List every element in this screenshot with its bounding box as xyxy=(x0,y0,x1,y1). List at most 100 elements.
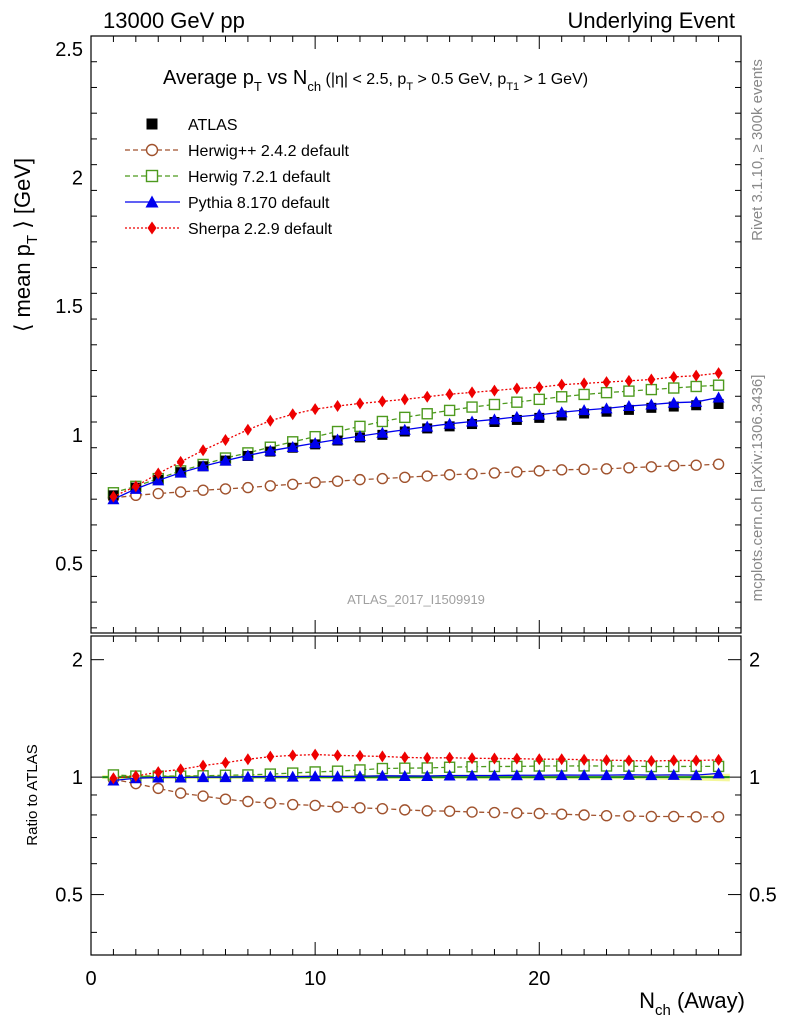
data-point-herwig-2-4-2-default xyxy=(242,481,254,494)
ratio-point-pythia-8-170-default xyxy=(286,770,299,782)
ratio-point-herwig-2-4-2-default xyxy=(488,806,501,819)
ratio-point-sherpa-2-2-9-default xyxy=(580,753,589,766)
data-point-pythia-8-170-default xyxy=(645,398,658,410)
data-point-sherpa-2-2-9-default xyxy=(355,397,364,410)
data-point-sherpa-2-2-9-default xyxy=(468,386,477,399)
header-right-label: Underlying Event xyxy=(567,8,735,33)
ratio-point-herwig-2-4-2-default xyxy=(376,802,389,815)
ratio-point-pythia-8-170-default xyxy=(219,771,232,783)
data-point-herwig-2-4-2-default xyxy=(511,466,523,478)
data-point-sherpa-2-2-9-default xyxy=(221,434,230,447)
data-point-pythia-8-170-default xyxy=(510,410,523,422)
ratio-line-herwig-7-2-1-default xyxy=(113,765,719,777)
data-point-herwig-7-2-1-default xyxy=(712,379,725,391)
ratio-point-pythia-8-170-default xyxy=(197,771,210,783)
ratio-point-sherpa-2-2-9-default xyxy=(378,750,387,763)
data-point-pythia-8-170-default xyxy=(600,402,613,414)
data-point-herwig-2-4-2-default xyxy=(376,472,389,485)
data-point-sherpa-2-2-9-default xyxy=(400,393,409,406)
data-point-herwig-2-4-2-default xyxy=(287,478,299,490)
ratio-point-herwig-2-4-2-default xyxy=(443,805,456,817)
ratio-point-sherpa-2-2-9-default xyxy=(445,751,454,764)
ratio-point-pythia-8-170-default xyxy=(264,770,277,782)
data-point-pythia-8-170-default xyxy=(578,404,591,416)
ratio-point-pythia-8-170-default xyxy=(309,770,322,782)
data-point-pythia-8-170-default xyxy=(331,433,344,445)
data-point-herwig-2-4-2-default xyxy=(152,487,164,500)
data-point-sherpa-2-2-9-default xyxy=(154,467,163,480)
ratio-point-sherpa-2-2-9-default xyxy=(468,752,477,765)
data-point-sherpa-2-2-9-default xyxy=(647,373,656,386)
data-point-herwig-7-2-1-default xyxy=(488,398,501,411)
y-tick-label: 2.5 xyxy=(55,39,83,61)
ratio-point-pythia-8-170-default xyxy=(622,768,635,780)
ratio-point-sherpa-2-2-9-default xyxy=(490,752,499,765)
ratio-point-pythia-8-170-default xyxy=(443,769,456,781)
main-axes: 0.5 1 1.5 2 2.5 xyxy=(55,36,742,633)
ratio-point-sherpa-2-2-9-default xyxy=(669,754,678,767)
ratio-point-pythia-8-170-default xyxy=(645,769,658,781)
ratio-point-sherpa-2-2-9-default xyxy=(557,753,566,766)
ratio-point-pythia-8-170-default xyxy=(510,769,523,781)
data-point-herwig-2-4-2-default xyxy=(668,460,680,472)
ratio-point-sherpa-2-2-9-default xyxy=(109,772,118,785)
data-point-herwig-7-2-1-default xyxy=(623,385,635,397)
legend-marker-herwig-2-4-2-default xyxy=(145,143,159,157)
data-point-herwig-2-4-2-default xyxy=(555,464,568,476)
ratio-point-herwig-2-4-2-default xyxy=(668,810,680,823)
ratio-point-sherpa-2-2-9-default xyxy=(400,751,409,764)
ratio-line-herwig-2-4-2-default xyxy=(113,778,719,818)
ratio-point-pythia-8-170-default xyxy=(398,769,411,781)
header-left-label: 13000 GeV pp xyxy=(103,8,245,33)
data-point-sherpa-2-2-9-default xyxy=(624,374,633,387)
data-point-herwig-2-4-2-default xyxy=(197,484,209,496)
data-point-herwig-2-4-2-default xyxy=(600,463,613,475)
ratio-point-pythia-8-170-default xyxy=(690,769,703,781)
data-point-herwig-2-4-2-default xyxy=(690,459,702,471)
data-point-pythia-8-170-default xyxy=(174,466,187,478)
ratio-point-herwig-2-4-2-default xyxy=(242,795,254,808)
ratio-point-sherpa-2-2-9-default xyxy=(176,763,185,776)
ratio-point-pythia-8-170-default xyxy=(533,769,546,781)
ratio-point-herwig-2-4-2-default xyxy=(645,810,658,823)
ratio-point-sherpa-2-2-9-default xyxy=(243,753,252,766)
series-line-pythia-8-170-default xyxy=(113,396,719,500)
data-point-herwig-2-4-2-default xyxy=(578,463,590,476)
ratio-point-sherpa-2-2-9-default xyxy=(355,749,364,762)
data-point-herwig-7-2-1-default xyxy=(466,401,478,413)
ratio-point-herwig-2-4-2-default xyxy=(354,802,366,814)
ratio-point-sherpa-2-2-9-default xyxy=(535,753,544,766)
ratio-point-pythia-8-170-default xyxy=(353,770,366,782)
legend-label-sherpa-2-2-9-default: Sherpa 2.2.9 default xyxy=(188,221,333,238)
ratio-y-tick-label-right: 2 xyxy=(749,650,760,672)
ratio-point-pythia-8-170-default xyxy=(331,770,344,782)
ratio-point-herwig-2-4-2-default xyxy=(466,806,478,818)
data-point-herwig-2-4-2-default xyxy=(712,458,725,470)
data-point-herwig-7-2-1-default xyxy=(555,391,568,403)
data-point-pythia-8-170-default xyxy=(241,449,254,461)
ratio-point-herwig-2-4-2-default xyxy=(219,793,232,805)
data-point-herwig-7-2-1-default xyxy=(690,380,702,393)
y-tick-label: 1 xyxy=(72,425,83,447)
data-point-sherpa-2-2-9-default xyxy=(580,377,589,390)
ratio-point-herwig-2-4-2-default xyxy=(152,782,164,795)
data-point-herwig-7-2-1-default xyxy=(421,408,433,420)
ratio-y-axis-label: Ratio to ATLAS xyxy=(24,744,41,845)
ratio-point-sherpa-2-2-9-default xyxy=(221,756,230,769)
main-panel-frame xyxy=(90,35,742,634)
data-point-pythia-8-170-default xyxy=(488,413,501,425)
ratio-point-herwig-2-4-2-default xyxy=(555,808,568,820)
main-series-group xyxy=(107,367,725,505)
data-point-pythia-8-170-default xyxy=(443,417,456,429)
mcplots-label: mcplots.cern.ch [arXiv:1306.3436] xyxy=(749,375,766,602)
ratio-point-herwig-2-4-2-default xyxy=(712,811,725,823)
data-point-herwig-7-2-1-default xyxy=(645,383,658,396)
series-line-herwig-7-2-1-default xyxy=(113,384,719,494)
data-point-pythia-8-170-default xyxy=(712,391,725,403)
ratio-point-pythia-8-170-default xyxy=(712,767,725,779)
data-point-pythia-8-170-default xyxy=(219,454,232,466)
data-point-pythia-8-170-default xyxy=(555,406,568,418)
data-point-sherpa-2-2-9-default xyxy=(311,403,320,416)
ratio-point-pythia-8-170-default xyxy=(376,769,389,781)
ratio-y-tick-label: 2 xyxy=(72,650,83,672)
